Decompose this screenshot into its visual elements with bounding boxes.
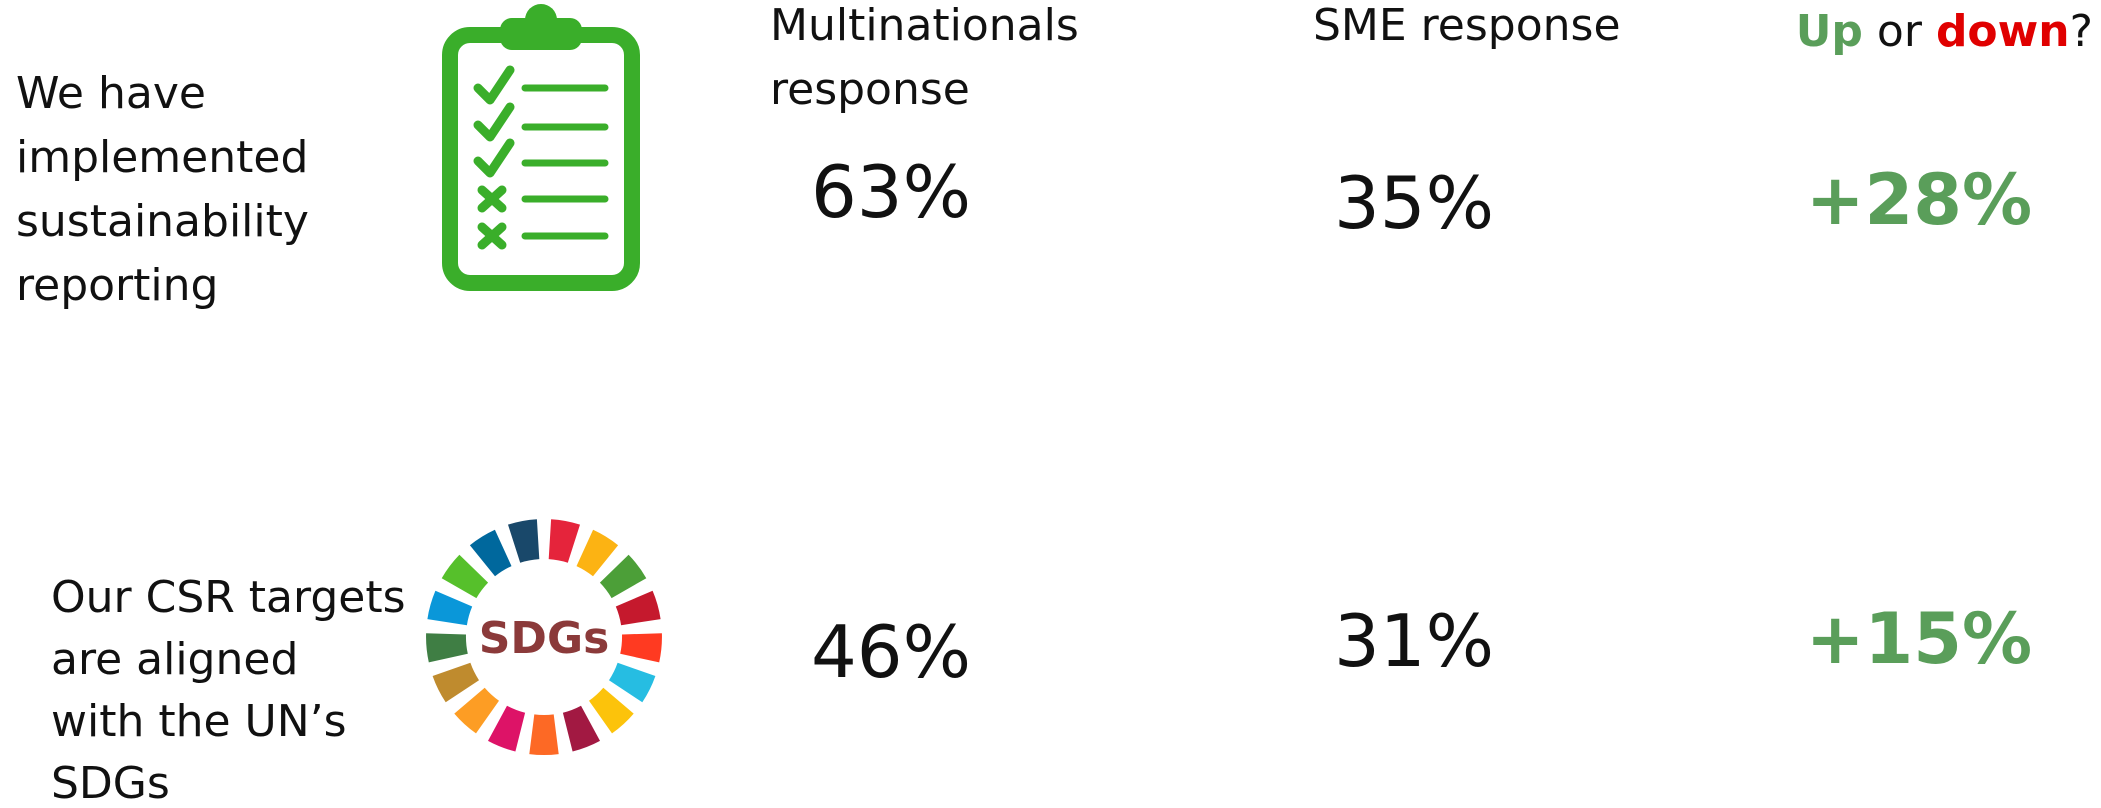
sdg-wheel-icon: [426, 519, 662, 756]
sdg-segment: [609, 662, 656, 703]
sdg-segment: [454, 687, 499, 734]
sdg-segment: [426, 633, 468, 663]
sdg-segment: [441, 554, 489, 599]
row-label: Our CSR targets: [51, 572, 406, 623]
header-sme: SME response: [1313, 0, 1621, 51]
sme-value: 35%: [1334, 161, 1494, 245]
sdg-segment: [432, 662, 479, 703]
sdg-segment: [562, 705, 600, 752]
row-label: sustainability: [16, 196, 309, 247]
sdg-segment: [576, 529, 619, 577]
row-label: with the UN’s: [51, 696, 347, 747]
sdg-segment: [529, 714, 559, 756]
sdg-segment: [427, 590, 473, 626]
header-end: ?: [2070, 6, 2093, 57]
multinationals-value: 46%: [811, 610, 971, 694]
header-change: Up or down?: [1796, 6, 2093, 57]
sdg-segment: [615, 590, 661, 626]
row-label: implemented: [16, 132, 308, 183]
sdg-icon-text: SDGs: [479, 613, 610, 664]
sdg-segment: [589, 687, 634, 734]
row-label: SDGs: [51, 758, 170, 808]
header-multinationals: Multinationals: [770, 0, 1079, 51]
sdg-segment: [548, 519, 580, 563]
multinationals-value: 63%: [811, 150, 971, 234]
sdg-segment: [488, 705, 526, 752]
change-value: +28%: [1806, 159, 2032, 241]
row-label: We have: [16, 68, 206, 119]
sdg-segment: [599, 554, 647, 599]
sdg-segment: [508, 519, 540, 563]
header-multinationals: response: [770, 64, 970, 115]
header-or: or: [1877, 6, 1923, 57]
sme-value: 31%: [1334, 599, 1494, 683]
row-label: are aligned: [51, 634, 298, 685]
change-value: +15%: [1806, 598, 2032, 680]
sdg-segment: [620, 633, 662, 663]
header-up: Up: [1796, 6, 1863, 57]
clipboard-icon: [442, 4, 640, 291]
header-down: down: [1936, 6, 2070, 57]
sdg-segment: [469, 529, 512, 577]
row-label: reporting: [16, 260, 218, 311]
